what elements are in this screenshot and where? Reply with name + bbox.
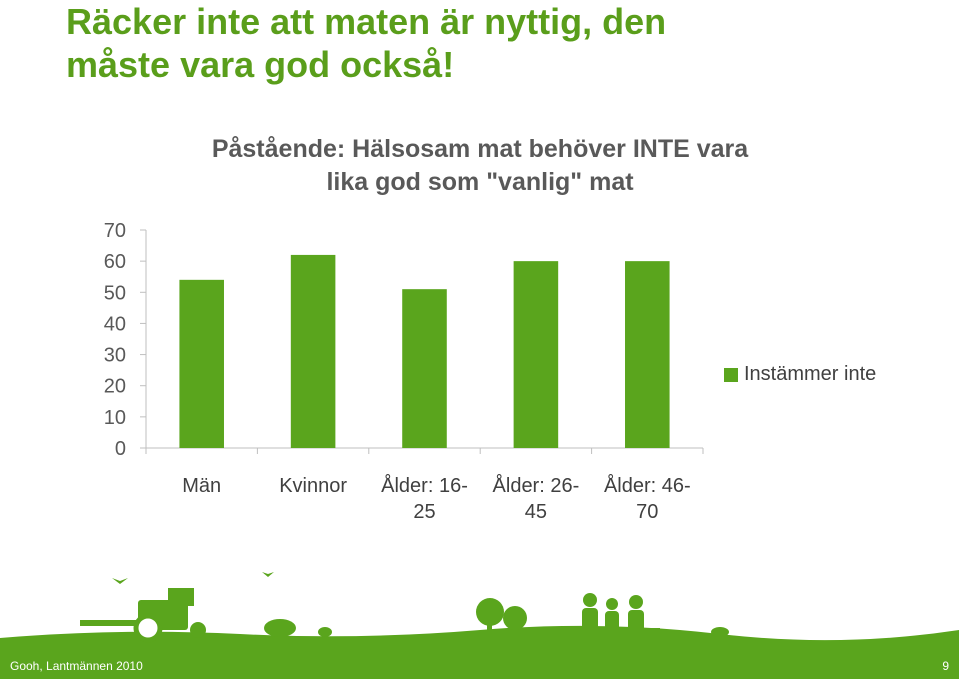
bar-chart: 0 10 20 30 40 50 60 70 Män Kvinnor Ålder: 16- 25 Åld… (104, 220, 704, 523)
plough (80, 620, 138, 626)
tractor-wheel-front (190, 622, 206, 638)
x-tick-label: Kvinnor (279, 475, 347, 497)
person-icon (629, 595, 643, 609)
y-tick-label: 60 (104, 251, 126, 273)
footer-bar: Gooh, Lantmännen 2010 9 (0, 653, 959, 679)
chart-title-line-2: lika god som "vanlig" mat (326, 168, 634, 196)
y-tick-label: 10 (104, 407, 126, 429)
bar (625, 261, 670, 448)
person-icon (606, 598, 618, 610)
bird-icon (262, 572, 274, 577)
picnic-table (570, 628, 660, 634)
x-tick-label: 45 (525, 501, 547, 523)
person-icon (583, 593, 597, 607)
slide-title: Räcker inte att maten är nyttig, den mås… (66, 0, 926, 86)
y-tick-label: 50 (104, 282, 126, 304)
tractor-wheel-rear (133, 613, 163, 643)
hill-shape (0, 625, 959, 655)
chart-title: Påstående: Hälsosam mat behöver INTE var… (150, 133, 810, 199)
lamb-icon (318, 627, 332, 637)
tree-icon (503, 606, 527, 630)
person-body (582, 608, 598, 632)
legend-label: Instämmer inte (744, 363, 877, 385)
x-tick-label: Ålder: 46- (604, 474, 691, 497)
landscape-illustration (0, 572, 959, 655)
y-tick-label: 40 (104, 313, 126, 335)
slide-title-line-2: måste vara god också! (66, 44, 455, 85)
sheep-icon (264, 619, 296, 637)
x-tick-label: 25 (413, 501, 435, 523)
bar (402, 289, 447, 448)
dog-icon (711, 627, 729, 637)
chart-legend: Instämmer inte (724, 363, 876, 386)
x-tick-label: Ålder: 16- (381, 474, 468, 497)
footer-source: Gooh, Lantmännen 2010 (10, 659, 143, 673)
bar (513, 261, 559, 448)
y-tick-label: 70 (104, 220, 126, 242)
page-number: 9 (942, 659, 949, 673)
legend-swatch (724, 367, 738, 382)
y-tick-label: 30 (104, 345, 126, 367)
chart-title-line-1: Påstående: Hälsosam mat behöver INTE var… (211, 135, 749, 163)
tree-trunk (513, 624, 517, 638)
x-tick-label: Ålder: 26- (493, 474, 580, 497)
slide-title-line-1: Räcker inte att maten är nyttig, den (66, 1, 667, 42)
tree-icon (476, 598, 504, 626)
bar (179, 279, 224, 448)
y-tick-label: 20 (104, 376, 126, 398)
tractor-cab (168, 588, 194, 606)
bird-icon (112, 578, 128, 584)
tree-trunk (487, 620, 492, 638)
bar (290, 254, 336, 448)
y-tick-label: 0 (115, 438, 126, 460)
person-body (605, 611, 619, 631)
x-tick-label: Män (182, 475, 221, 497)
person-body (628, 610, 644, 632)
x-tick-label: 70 (636, 501, 658, 523)
